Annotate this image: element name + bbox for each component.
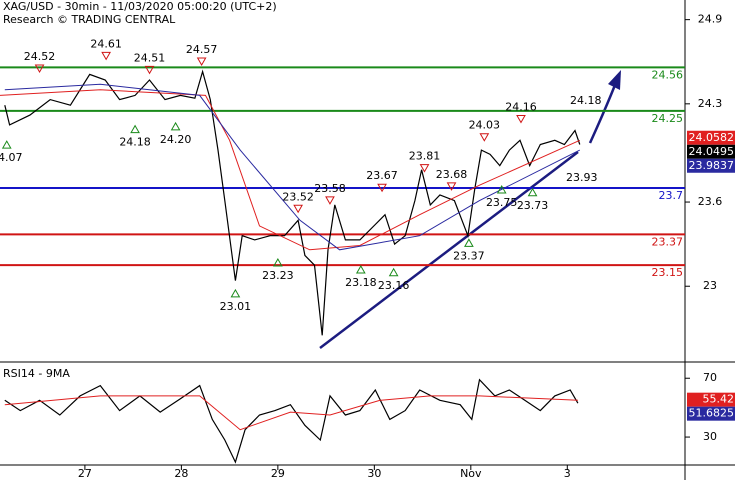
x-tick-label: 30: [367, 467, 381, 480]
annotation-label: 24.52: [24, 50, 56, 63]
annotation-label: 23.52: [282, 190, 314, 203]
target-label: 23.93: [566, 171, 598, 184]
price-tag: [687, 406, 735, 421]
price-tag: [687, 130, 735, 145]
panel-title: RSI14 - 9MA: [3, 367, 70, 380]
annotation-label: 23.16: [378, 279, 410, 292]
y-tick-label: 23.6: [698, 195, 723, 208]
high-marker: [516, 114, 526, 124]
low-marker: [496, 184, 507, 194]
level-label: 23.15: [652, 266, 684, 279]
high-marker: [293, 204, 303, 214]
arrow-head: [608, 70, 621, 90]
price-tag-label: 55.42: [703, 393, 735, 406]
annotation-label: 23.68: [436, 168, 468, 181]
low-marker: [464, 238, 474, 247]
high-marker: [325, 196, 335, 205]
annotation-label: 23.81: [409, 150, 441, 163]
x-tick-label: 3: [564, 467, 571, 480]
high-marker: [479, 133, 490, 142]
annotation-label: 24.03: [469, 119, 501, 132]
annotation-label: 24.57: [186, 43, 218, 56]
low-marker: [272, 257, 283, 267]
low-marker: [527, 187, 538, 197]
high-marker: [377, 183, 387, 193]
chart-subtitle: Research © TRADING CENTRAL: [3, 13, 176, 26]
high-marker: [419, 164, 430, 173]
low-marker: [388, 267, 399, 277]
low-marker: [170, 121, 181, 131]
annotation-label: 23.73: [517, 199, 549, 212]
series-line: [4, 378, 579, 464]
level-label: 24.56: [652, 68, 684, 81]
y-tick-label: 70: [703, 371, 717, 384]
annotation-label: 24.61: [90, 37, 122, 50]
high-marker: [101, 51, 111, 61]
y-tick-label: 23: [703, 279, 717, 292]
price-tag-label: 23.9837: [689, 159, 735, 172]
annotation-label: 24.18: [119, 136, 151, 149]
low-marker: [1, 140, 12, 149]
series-line: [4, 69, 581, 336]
price-tag: [687, 392, 735, 407]
annotation-label: 23.58: [314, 182, 346, 195]
series-line: [4, 395, 578, 431]
target-label: 24.18: [570, 94, 602, 107]
forecast-arrow: [588, 84, 617, 144]
annotation-label: 23.18: [345, 276, 377, 289]
annotation-label: 23.37: [453, 249, 485, 262]
annotation-label: 24.20: [160, 133, 192, 146]
annotation-label: 23.75: [486, 196, 518, 209]
low-marker: [230, 288, 241, 298]
annotation-label: 23.01: [220, 300, 252, 313]
high-marker: [196, 57, 207, 66]
high-marker: [446, 182, 457, 191]
annotation-label: 23.67: [366, 169, 398, 182]
series-line: [0, 89, 581, 251]
x-tick-label: 28: [174, 467, 188, 480]
x-tick-label: Nov: [460, 467, 482, 480]
y-tick-label: 24.3: [698, 97, 723, 110]
series-line: [4, 83, 581, 251]
price-tag-label: 24.0582: [689, 131, 735, 144]
level-label: 24.25: [652, 112, 684, 125]
annotation-label: 24.51: [134, 51, 166, 64]
low-marker: [130, 124, 140, 134]
y-tick-label: 30: [703, 430, 717, 443]
annotation-label: 24.07: [0, 151, 23, 164]
price-tag: [687, 144, 735, 159]
price-tag: [687, 158, 735, 173]
x-tick-label: 29: [271, 467, 285, 480]
level-label: 23.37: [652, 235, 684, 248]
chart-title: XAG/USD - 30min - 11/03/2020 05:00:20 (U…: [3, 0, 277, 13]
low-marker: [355, 264, 366, 274]
level-label: 23.7: [659, 189, 684, 202]
trend-line: [319, 151, 579, 349]
high-marker: [144, 65, 155, 75]
high-marker: [34, 64, 45, 73]
y-tick-label: 24.9: [698, 13, 723, 26]
price-tag-label: 24.0495: [689, 145, 735, 158]
annotation-label: 23.23: [262, 269, 294, 282]
annotation-label: 24.16: [505, 100, 537, 113]
x-tick-label: 27: [78, 467, 92, 480]
price-tag-label: 51.6825: [689, 407, 735, 420]
